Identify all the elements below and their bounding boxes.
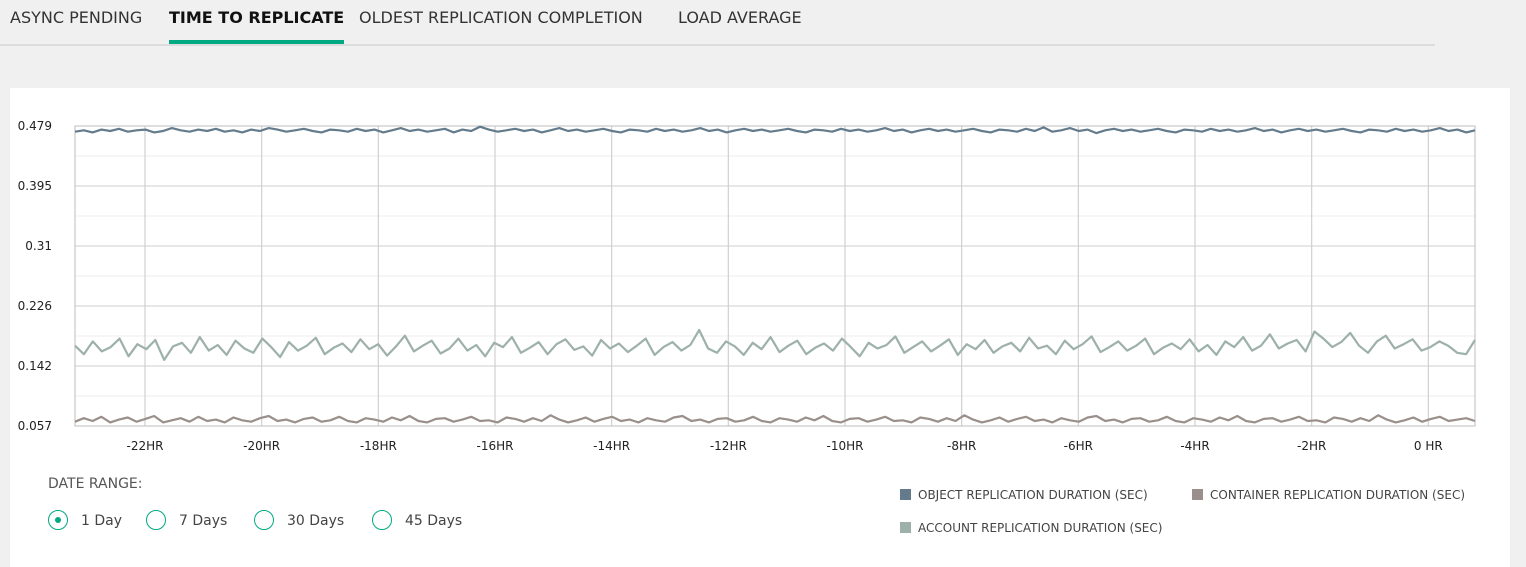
radio-selected-dot: [55, 517, 61, 523]
tab-time-to-replicate[interactable]: TIME TO REPLICATE: [169, 8, 345, 44]
tab-load-average[interactable]: LOAD AVERAGE: [678, 8, 802, 42]
date-range-label: DATE RANGE:: [48, 476, 143, 492]
y-tick-label: 0.057: [18, 419, 52, 433]
tab-oldest-replication-completion[interactable]: OLDEST REPLICATION COMPLETION: [359, 8, 643, 42]
radio-circle[interactable]: [372, 510, 392, 530]
x-tick-label: -22HR: [127, 439, 164, 453]
x-tick-label: -4HR: [1180, 439, 1209, 453]
radio-label: 1 Day: [81, 513, 123, 529]
x-tick-label: -18HR: [360, 439, 397, 453]
y-tick-label: 0.142: [18, 359, 52, 373]
x-axis-ticks: -22HR -20HR -18HR -16HR -14HR -12HR -10HR -8HR -…: [127, 439, 1443, 453]
x-tick-label: -20HR: [243, 439, 280, 453]
x-tick-label: -8HR: [947, 439, 976, 453]
x-tick-label: -6HR: [1064, 439, 1093, 453]
x-tick-label: -16HR: [477, 439, 514, 453]
legend-swatch-object: [900, 489, 911, 500]
tab-label: ASYNC PENDING: [10, 8, 143, 27]
series-line-1: [74, 414, 1476, 424]
legend-swatch-container: [1192, 489, 1203, 500]
tab-bar: ASYNC PENDING TIME TO REPLICATE OLDEST R…: [0, 0, 1435, 46]
tab-label: OLDEST REPLICATION COMPLETION: [359, 8, 643, 27]
series-line-2: [74, 328, 1476, 361]
radio-circle[interactable]: [254, 510, 274, 530]
tab-label: LOAD AVERAGE: [678, 8, 802, 27]
legend-label: ACCOUNT REPLICATION DURATION (SEC): [918, 521, 1163, 535]
radio-label: 7 Days: [179, 513, 228, 529]
y-tick-label: 0.226: [18, 299, 52, 313]
chart-series: [74, 125, 1476, 424]
x-tick-label: 0 HR: [1414, 439, 1443, 453]
tab-async-pending[interactable]: ASYNC PENDING: [10, 8, 142, 42]
radio-label: 45 Days: [405, 513, 463, 529]
radio-label: 30 Days: [287, 513, 345, 529]
y-tick-label: 0.479: [18, 119, 52, 133]
replication-line-chart: 0.479 0.395 0.31 0.226 0.142 0.057 -22HR -20HR…: [18, 119, 1476, 453]
y-tick-label: 0.395: [18, 179, 52, 193]
y-axis-ticks: 0.479 0.395 0.31 0.226 0.142 0.057: [18, 119, 52, 433]
tab-label: TIME TO REPLICATE: [169, 8, 345, 27]
x-tick-label: -12HR: [710, 439, 747, 453]
chart-grid: [74, 125, 1476, 427]
x-tick-label: -14HR: [593, 439, 630, 453]
x-tick-label: -10HR: [827, 439, 864, 453]
series-line-0: [74, 125, 1476, 135]
radio-circle[interactable]: [48, 510, 68, 530]
plot-border: [74, 125, 1476, 427]
legend-label: CONTAINER REPLICATION DURATION (SEC): [1210, 488, 1465, 502]
x-tick-label: -2HR: [1297, 439, 1326, 453]
legend-label: OBJECT REPLICATION DURATION (SEC): [918, 488, 1148, 502]
active-tab-indicator: [169, 40, 345, 44]
chart-panel: 0.479 0.395 0.31 0.226 0.142 0.057 -22HR -20HR…: [10, 88, 1510, 567]
legend-swatch-account: [900, 522, 911, 533]
y-tick-label: 0.31: [25, 239, 52, 253]
radio-circle[interactable]: [146, 510, 166, 530]
